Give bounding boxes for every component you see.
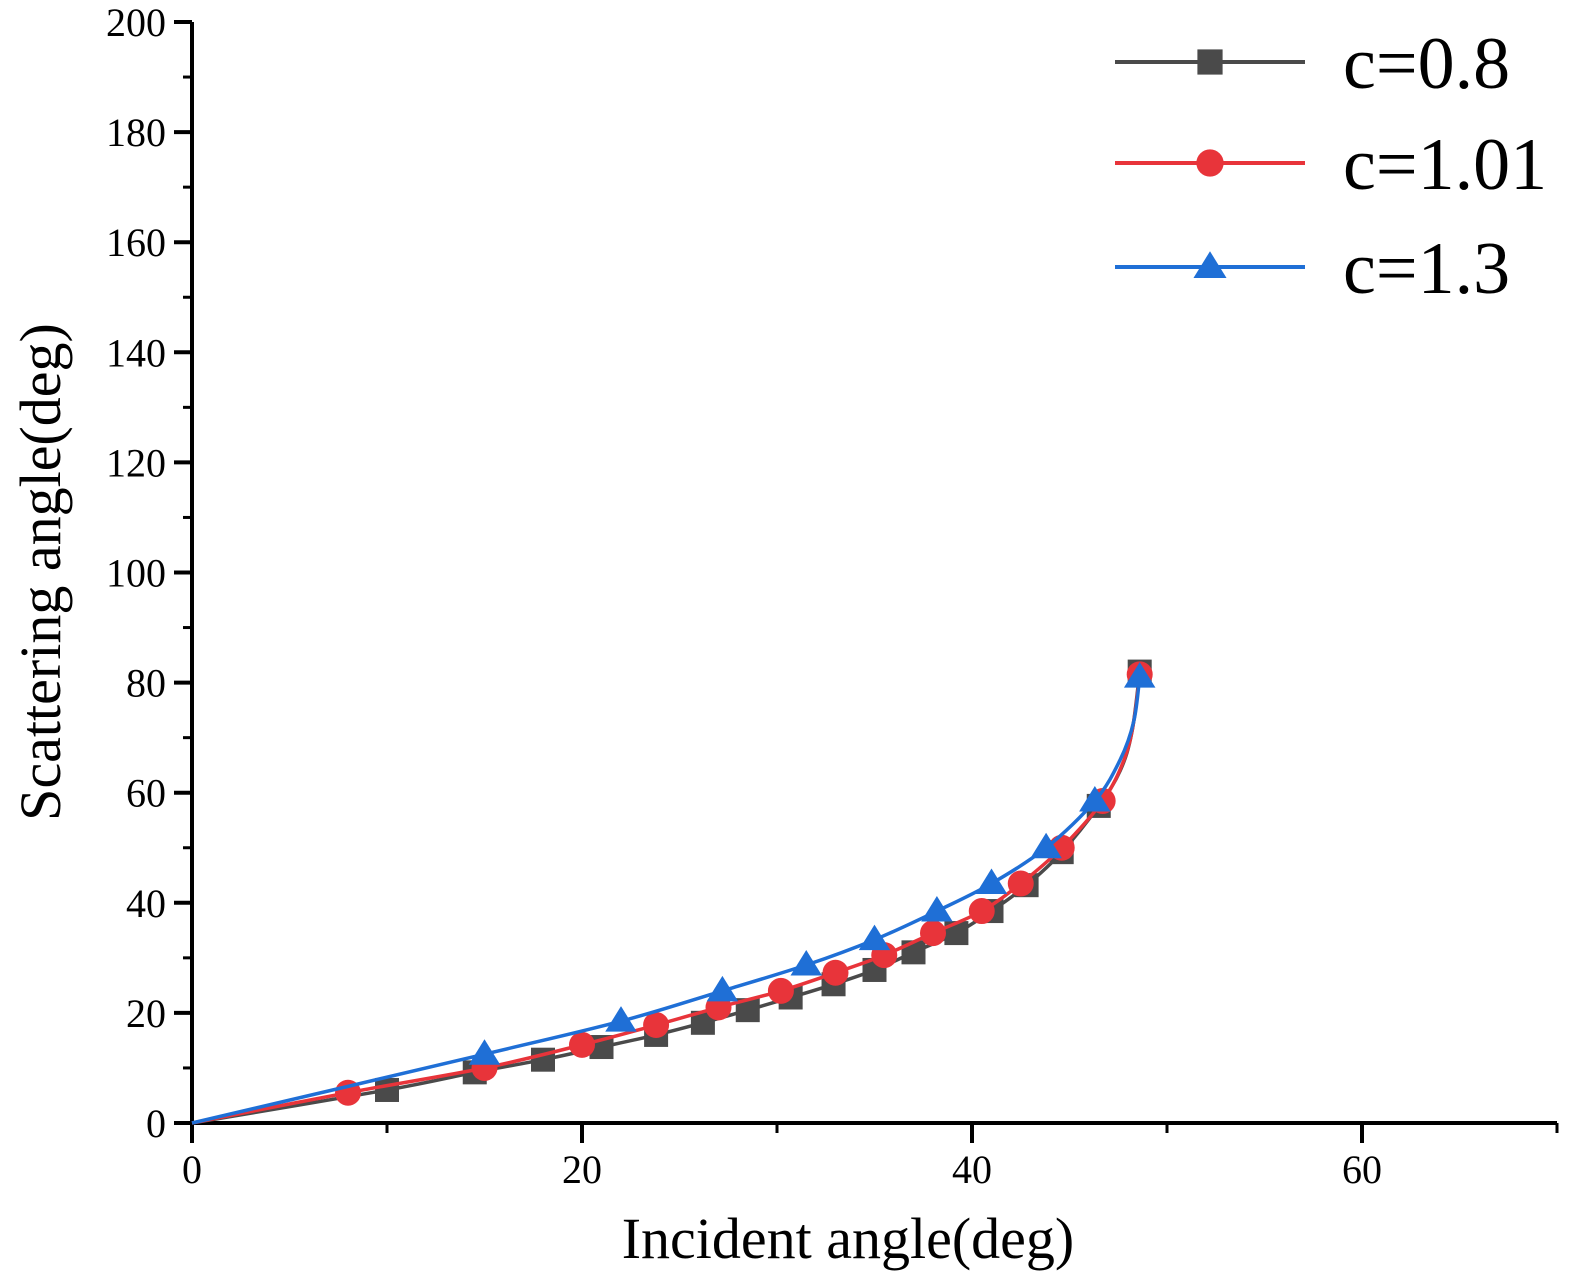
data-point xyxy=(1007,870,1034,897)
data-point xyxy=(1123,662,1156,688)
series-square xyxy=(191,659,1152,1125)
y-tick-label: 140 xyxy=(106,330,166,375)
legend-item: c=0.8 xyxy=(1115,23,1510,105)
x-tick-label: 20 xyxy=(562,1147,602,1192)
y-axis-title: Scattering angle(deg) xyxy=(8,323,73,821)
legend: c=0.8 c=1.01 c=1.3 xyxy=(1115,23,1547,310)
legend-label: c=0.8 xyxy=(1343,23,1510,105)
y-tick-label: 20 xyxy=(126,991,166,1036)
data-point xyxy=(569,1031,595,1058)
y-tick-label: 160 xyxy=(106,220,166,265)
data-point xyxy=(920,920,946,947)
series-triangle xyxy=(191,662,1156,1125)
data-point xyxy=(921,896,953,922)
x-tick-label: 0 xyxy=(182,1147,202,1192)
y-tick-label: 40 xyxy=(126,881,166,926)
y-tick-label: 80 xyxy=(126,661,166,706)
data-point xyxy=(822,959,849,986)
series-line xyxy=(191,674,1142,1125)
legend-marker xyxy=(1193,251,1227,279)
y-tick-label: 120 xyxy=(106,440,166,485)
data-point xyxy=(968,898,995,925)
x-axis-title: Incident angle(deg) xyxy=(622,1206,1075,1271)
legend-marker xyxy=(1197,49,1223,75)
x-tick-label: 40 xyxy=(952,1147,992,1192)
y-tick-label: 180 xyxy=(106,110,166,155)
y-tick-label: 100 xyxy=(106,551,166,596)
legend-label: c=1.01 xyxy=(1343,124,1547,206)
series-circle xyxy=(191,661,1153,1125)
legend-item: c=1.3 xyxy=(1115,228,1510,310)
data-point xyxy=(468,1039,501,1065)
legend-label: c=1.3 xyxy=(1343,228,1510,310)
legend-item: c=1.01 xyxy=(1115,124,1547,206)
x-tick-label: 60 xyxy=(1342,1147,1382,1192)
data-point xyxy=(605,1006,637,1032)
legend-marker xyxy=(1196,149,1224,177)
y-tick-label: 0 xyxy=(146,1101,166,1146)
series-layer xyxy=(191,659,1156,1125)
data-point xyxy=(790,950,822,976)
data-point xyxy=(975,868,1008,895)
y-tick-label: 60 xyxy=(126,771,166,816)
data-point xyxy=(643,1012,670,1039)
data-point xyxy=(706,975,739,1002)
axes: 0 20 40 60 80 100 120 140 160 180 200 0 20 40 60 xyxy=(106,0,1559,1192)
data-point xyxy=(767,977,794,1004)
data-point xyxy=(1079,785,1111,812)
y-tick-label: 200 xyxy=(106,0,166,45)
data-point xyxy=(858,924,891,951)
data-point xyxy=(1030,832,1062,859)
data-point xyxy=(375,1077,399,1102)
series-line xyxy=(191,671,1142,1125)
